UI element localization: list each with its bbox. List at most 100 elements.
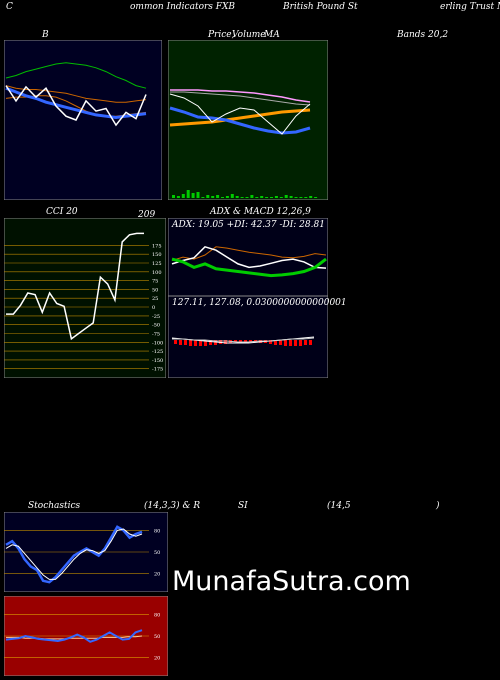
volume-bar — [240, 197, 244, 198]
macd-hist-bar — [189, 340, 192, 346]
cci-line — [6, 232, 144, 341]
volume-bar — [260, 196, 264, 198]
price-close-line — [169, 93, 311, 135]
volume-bar — [230, 194, 234, 198]
macd-hist-bar — [309, 340, 312, 345]
rsi-panel: 80 50 20 — [4, 596, 168, 676]
rsi-chart: 80 50 20 — [4, 596, 168, 676]
header-mid2: British Pound St — [283, 2, 358, 12]
macd-hist-bar — [294, 340, 297, 346]
volume-bar — [206, 195, 210, 198]
adx-bg — [168, 218, 328, 378]
macd-hist-bar — [199, 340, 202, 346]
bollinger-chart — [4, 40, 162, 200]
rsi-title: SI — [238, 501, 248, 511]
rsi-close: ) — [436, 501, 440, 511]
macd-hist-bar — [299, 340, 302, 346]
macd-hist-bar — [204, 340, 207, 346]
stoch-tick-label: 50 — [154, 550, 160, 556]
volume-bar — [294, 197, 298, 198]
stoch-tick-label: 80 — [154, 528, 160, 534]
volume-bar — [250, 195, 254, 198]
adx-title: ADX & MACD 12,26,9 — [210, 207, 311, 217]
header-left: C — [6, 2, 13, 12]
cci-tick-label: -125 — [152, 349, 163, 355]
cci-tick-label: 25 — [152, 296, 158, 302]
bollinger-panel — [4, 40, 162, 200]
header-mid1: ommon Indicators FXB — [130, 2, 236, 12]
cci-tick-label: 50 — [152, 287, 158, 293]
plus-di-line — [171, 257, 327, 278]
volume-bar — [299, 197, 303, 198]
cci-tick-label: 75 — [152, 279, 158, 285]
rsi-params: (14,5 — [327, 501, 351, 511]
volume-bar — [304, 197, 308, 198]
price-ma-blue — [169, 106, 311, 135]
cci-tick-label: 0 — [152, 305, 155, 311]
volume-bar — [225, 196, 229, 198]
cci-value: 209 — [138, 210, 156, 220]
volume-bar — [176, 196, 180, 198]
rsi-tick-label: 20 — [154, 656, 160, 662]
bb-upper-band — [5, 62, 147, 89]
price-ma-grey — [170, 91, 311, 106]
stoch-title: Stochastics — [28, 501, 81, 511]
price-volume-label: Volume — [232, 30, 266, 40]
volume-bar — [255, 197, 259, 198]
macd-hist-bar — [184, 340, 187, 345]
stoch-panel: 80 50 20 — [4, 512, 168, 592]
macd-values: 127.11, 127.08, 0.0300000000000001 — [172, 298, 347, 308]
volume-bar — [196, 192, 200, 198]
cci-tick-label: -100 — [152, 340, 163, 346]
macd-hist-bar — [274, 340, 277, 345]
volume-bar — [270, 197, 273, 198]
macd-hist-bar — [234, 340, 237, 342]
price-panel — [168, 40, 328, 200]
price-bg — [168, 40, 328, 200]
volume-bar — [314, 197, 318, 198]
cci-tick-label: -75 — [152, 332, 160, 338]
bb-title: B — [42, 30, 49, 40]
volume-bar — [265, 197, 269, 198]
macd-hist-bar — [244, 340, 247, 342]
header-right: erling Trust Mu — [440, 2, 500, 12]
macd-hist-bar — [209, 340, 212, 345]
cci-tick-label: -150 — [152, 358, 163, 364]
macd-hist-bar — [224, 340, 227, 344]
price-title: Price, — [208, 30, 235, 40]
cci-panel: 175 150 125 100 75 50 25 0 -25 -50 -75 -100 -125 -150… — [4, 218, 166, 378]
cci-tick-label: -50 — [152, 323, 160, 329]
volume-bar — [289, 196, 293, 198]
macd-hist-bar — [174, 340, 177, 344]
volume-bar — [172, 195, 175, 198]
cci-chart: 175 150 125 100 75 50 25 0 -25 -50 -75 -100 -125 -150… — [4, 218, 166, 378]
bands-title: Bands 20,2 — [397, 30, 449, 40]
macd-hist-bar — [284, 340, 287, 346]
rsi-tick-label: 50 — [154, 634, 160, 640]
macd-hist-bar — [269, 340, 272, 344]
rsi-line — [5, 629, 143, 643]
volume-bar — [309, 196, 313, 198]
macd-hist-bar — [304, 340, 307, 345]
watermark: MunafaSutra.com — [172, 566, 411, 597]
macd-hist-bar — [179, 340, 182, 345]
volume-bar — [279, 197, 283, 198]
price-ma-label: MA — [264, 30, 280, 40]
macd-hist-bar — [249, 340, 252, 342]
stoch-d-line — [5, 528, 143, 580]
bollinger-bg — [4, 40, 162, 200]
bb-price-line — [5, 85, 147, 127]
adx-values: ADX: 19.05 +DI: 42.37 -DI: 28.81 — [172, 220, 325, 230]
macd-hist-bar — [214, 340, 217, 345]
volume-bar — [235, 196, 239, 198]
volume-bar — [274, 196, 278, 198]
macd-hist-bar — [289, 340, 292, 346]
volume-bar — [245, 197, 249, 198]
price-ma-pink — [170, 89, 311, 103]
volume-bar — [211, 196, 215, 198]
rsi-tick-label: 80 — [154, 612, 160, 618]
volume-bar — [186, 190, 190, 198]
cci-tick-label: -175 — [152, 367, 163, 373]
macd-hist-bar — [279, 340, 282, 345]
adx-macd-chart — [168, 218, 328, 378]
